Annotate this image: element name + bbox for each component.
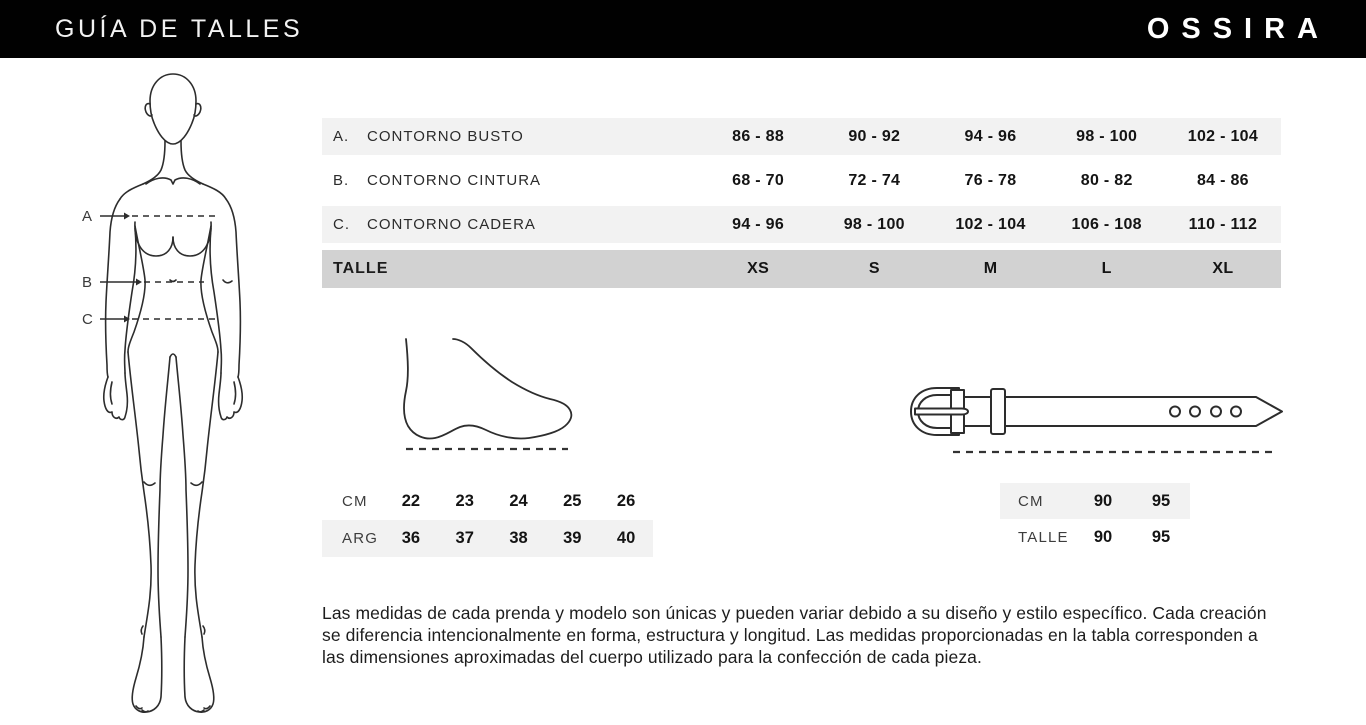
size-row-label: TALLE xyxy=(333,260,389,277)
cell-value: 84 - 86 xyxy=(1196,171,1249,189)
size-header-row: TALLE XS S M L XL xyxy=(322,250,1281,288)
size-value: M xyxy=(983,260,998,277)
row-name: CONTORNO CINTURA xyxy=(367,172,542,189)
hip-line-label: C xyxy=(82,311,93,328)
table-row: ARG 36 37 38 39 40 xyxy=(322,520,653,557)
size-value: S xyxy=(868,260,880,277)
cell-value: 95 xyxy=(1151,527,1171,546)
shoe-size-table: CM 22 23 24 25 26 ARG 36 37 38 39 40 xyxy=(322,483,653,557)
cell-value: 37 xyxy=(455,529,474,547)
cell-value: 106 - 108 xyxy=(1071,215,1142,233)
cell-value: 76 - 78 xyxy=(964,171,1017,189)
cell-value: 39 xyxy=(563,529,582,547)
table-row: CM 22 23 24 25 26 xyxy=(322,483,653,520)
table-row: TALLE 90 95 xyxy=(1000,519,1190,555)
row-letter: A. xyxy=(333,128,350,145)
disclaimer-text: Las medidas de cada prenda y modelo son … xyxy=(322,603,1267,667)
table-row: CM 90 95 xyxy=(1000,483,1190,519)
row-label: CM xyxy=(1018,492,1044,510)
female-body-figure: A B C xyxy=(60,60,300,720)
cell-value: 94 - 96 xyxy=(732,215,785,233)
cell-value: 102 - 104 xyxy=(955,215,1026,233)
cell-value: 36 xyxy=(401,529,421,547)
row-name: CONTORNO CADERA xyxy=(367,216,536,233)
cell-value: 90 xyxy=(1093,527,1113,546)
row-label: ARG xyxy=(342,530,379,547)
table-row: C. CONTORNO CADERA 94 - 96 98 - 100 102 … xyxy=(322,206,1281,243)
body-size-table: A. CONTORNO BUSTO 86 - 88 90 - 92 94 - 9… xyxy=(322,118,1281,288)
cell-value: 102 - 104 xyxy=(1187,127,1259,145)
table-row: A. CONTORNO BUSTO 86 - 88 90 - 92 94 - 9… xyxy=(322,118,1281,155)
cell-value: 90 - 92 xyxy=(848,127,901,145)
size-value: L xyxy=(1101,260,1112,277)
bust-line-label: A xyxy=(82,208,92,225)
cell-value: 90 xyxy=(1093,491,1113,510)
cell-value: 98 - 100 xyxy=(843,215,905,233)
cell-value: 94 - 96 xyxy=(964,127,1017,145)
waist-line-label: B xyxy=(82,274,92,291)
table-row: B. CONTORNO CINTURA 68 - 70 72 - 74 76 -… xyxy=(322,162,1281,199)
page-title: GUÍA DE TALLES xyxy=(55,14,304,43)
cell-value: 98 - 100 xyxy=(1076,127,1138,145)
belt-diagram xyxy=(903,380,1285,465)
cell-value: 22 xyxy=(401,492,421,510)
brand-logo: OSSIRA xyxy=(1146,12,1330,45)
size-value: XS xyxy=(747,260,770,277)
row-letter: B. xyxy=(333,172,350,189)
foot-illustration xyxy=(403,338,573,451)
foot-diagram xyxy=(398,336,576,456)
cell-value: 26 xyxy=(616,492,636,510)
header: GUÍA DE TALLES OSSIRA xyxy=(0,0,1366,58)
cell-value: 72 - 74 xyxy=(848,171,901,189)
female-figure-illustration: A B C xyxy=(82,73,244,713)
cell-value: 23 xyxy=(455,492,474,510)
cell-value: 110 - 112 xyxy=(1188,215,1258,233)
cell-value: 40 xyxy=(616,529,636,547)
cell-value: 95 xyxy=(1151,491,1171,510)
row-letter: C. xyxy=(333,216,350,233)
cell-value: 80 - 82 xyxy=(1080,171,1133,189)
cell-value: 38 xyxy=(509,529,528,547)
row-label: TALLE xyxy=(1018,528,1069,546)
size-value: XL xyxy=(1212,260,1234,277)
row-name: CONTORNO BUSTO xyxy=(367,128,524,145)
cell-value: 86 - 88 xyxy=(732,127,785,145)
belt-size-table: CM 90 95 TALLE 90 95 xyxy=(1000,483,1190,555)
row-label: CM xyxy=(342,493,368,510)
cell-value: 68 - 70 xyxy=(732,171,785,189)
belt-illustration xyxy=(910,387,1283,454)
cell-value: 24 xyxy=(509,492,528,510)
cell-value: 25 xyxy=(563,492,582,510)
